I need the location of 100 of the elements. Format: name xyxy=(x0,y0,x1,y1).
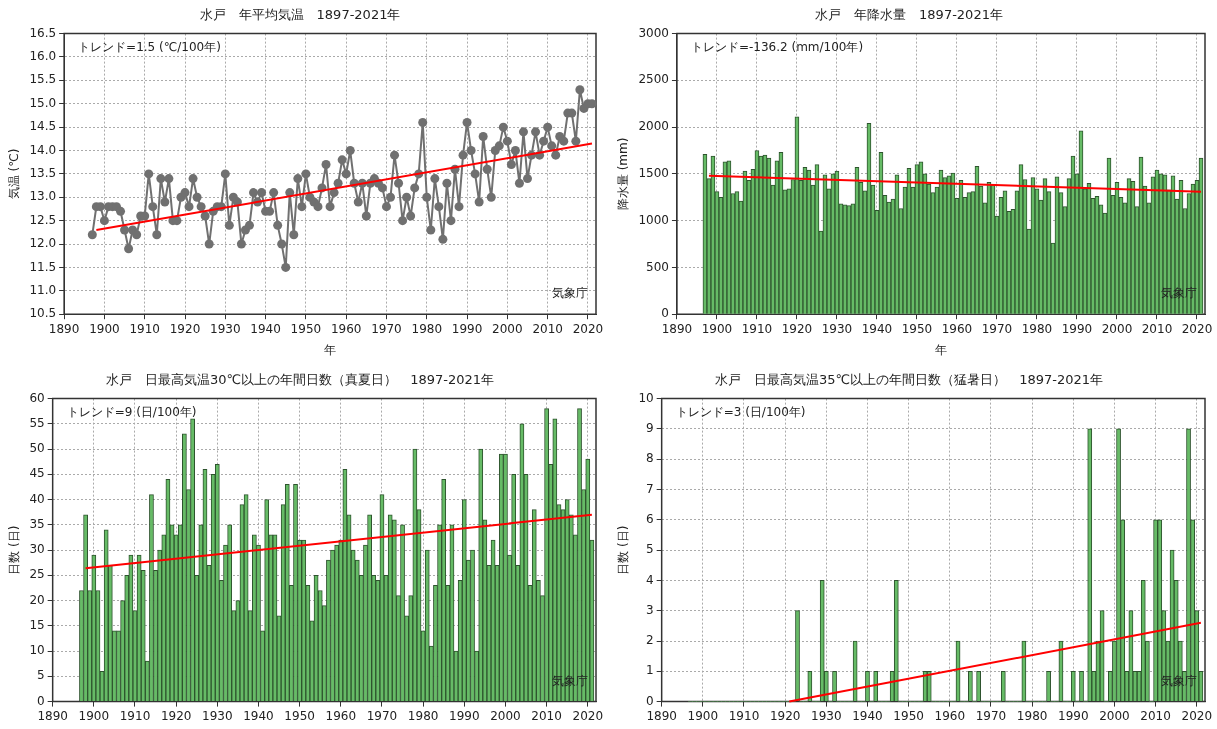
x-axis-title: 年 xyxy=(324,342,337,357)
annotation: 気象庁 xyxy=(1161,286,1197,301)
x-tick-label: 1950 xyxy=(893,708,924,723)
x-tick-label: 1900 xyxy=(89,321,120,336)
x-tick-label: 1980 xyxy=(411,321,443,336)
y-tick-label: 1500 xyxy=(638,166,669,181)
x-tick-label: 1890 xyxy=(37,708,68,723)
y-tick-label: 13.5 xyxy=(29,166,57,181)
y-axis-title: 日数 (日) xyxy=(616,525,631,575)
x-tick-label: 1910 xyxy=(129,321,160,336)
y-axis-title: 日数 (日) xyxy=(7,525,22,575)
x-tick-label: 1990 xyxy=(1058,708,1089,723)
x-tick-label: 2010 xyxy=(531,708,562,723)
x-tick-label: 1960 xyxy=(325,708,357,723)
y-tick-label: 8 xyxy=(646,451,654,466)
x-tick-label: 1930 xyxy=(210,321,241,336)
x-tick-label: 1920 xyxy=(160,708,192,723)
y-tick-label: 11.0 xyxy=(29,282,57,297)
y-tick-label: 12.5 xyxy=(29,212,57,227)
x-tick-label: 1910 xyxy=(741,321,773,336)
y-tick-label: 10 xyxy=(638,390,654,405)
y-tick-label: 0 xyxy=(37,693,45,708)
x-tick-label: 1940 xyxy=(243,708,274,723)
y-tick-label: 4 xyxy=(646,572,654,587)
x-tick-label: 1890 xyxy=(48,321,80,336)
x-tick-label: 1910 xyxy=(728,708,760,723)
x-tick-label: 1980 xyxy=(407,708,439,723)
y-tick-label: 55 xyxy=(29,415,45,430)
x-tick-label: 1950 xyxy=(901,321,933,336)
x-tick-label: 1970 xyxy=(981,321,1013,336)
x-tick-label: 1900 xyxy=(687,708,719,723)
x-tick-label: 1940 xyxy=(852,708,883,723)
y-tick-label: 5 xyxy=(646,542,654,557)
y-tick-label: 16.5 xyxy=(29,25,57,40)
x-tick-label: 1890 xyxy=(646,708,677,723)
y-tick-label: 11.5 xyxy=(29,259,57,274)
x-tick-label: 1940 xyxy=(250,321,281,336)
x-tick-label: 1960 xyxy=(941,321,973,336)
y-tick-label: 0 xyxy=(646,693,654,708)
annotation: トレンド=1.5 (℃/100年) xyxy=(78,39,221,54)
x-tick-label: 1970 xyxy=(366,708,398,723)
chart-title: 水戸 年降水量 1897-2021年 xyxy=(815,7,1003,23)
x-tick-label: 1990 xyxy=(1061,321,1093,336)
x-tick-label: 1970 xyxy=(371,321,402,336)
y-tick-label: 10.5 xyxy=(29,306,57,321)
y-tick-label: 6 xyxy=(646,511,654,526)
y-tick-label: 10 xyxy=(29,643,45,658)
x-tick-label: 1930 xyxy=(811,708,842,723)
chart-title: 水戸 日最高気温30℃以上の年間日数（真夏日） 1897-2021年 xyxy=(105,372,495,388)
x-tick-label: 1970 xyxy=(975,708,1007,723)
annotation: トレンド=3 (日/100年) xyxy=(675,404,806,419)
y-tick-label: 14.5 xyxy=(29,119,57,134)
x-tick-label: 2020 xyxy=(572,708,604,723)
y-tick-label: 2500 xyxy=(638,72,669,87)
y-tick-label: 35 xyxy=(29,516,45,531)
y-axis-title: 気温 (℃) xyxy=(7,148,22,200)
y-tick-label: 12.0 xyxy=(29,236,57,251)
y-tick-label: 5 xyxy=(37,668,45,683)
x-tick-label: 1990 xyxy=(451,321,483,336)
x-tick-label: 2000 xyxy=(490,708,521,723)
y-tick-label: 45 xyxy=(29,466,45,481)
x-tick-label: 1960 xyxy=(934,708,966,723)
y-tick-label: 40 xyxy=(29,491,45,506)
x-tick-label: 1980 xyxy=(1016,708,1048,723)
y-tick-label: 9 xyxy=(646,421,654,436)
y-tick-label: 25 xyxy=(29,567,45,582)
y-tick-label: 3000 xyxy=(638,25,669,40)
x-tick-label: 2020 xyxy=(1181,708,1213,723)
y-tick-label: 7 xyxy=(646,481,654,496)
x-tick-label: 1890 xyxy=(661,321,693,336)
y-tick-label: 0 xyxy=(661,306,669,321)
y-tick-label: 16.0 xyxy=(29,49,57,64)
x-tick-label: 2010 xyxy=(1140,708,1171,723)
y-tick-label: 50 xyxy=(29,441,45,456)
y-tick-label: 15 xyxy=(29,617,45,632)
y-tick-label: 2 xyxy=(646,633,654,648)
y-tick-label: 20 xyxy=(29,592,45,607)
x-tick-label: 1900 xyxy=(78,708,110,723)
x-tick-label: 1960 xyxy=(330,321,362,336)
y-tick-label: 500 xyxy=(646,259,669,274)
x-tick-label: 1980 xyxy=(1021,321,1053,336)
y-tick-label: 15.5 xyxy=(29,72,57,87)
y-tick-label: 1000 xyxy=(638,212,669,227)
x-tick-label: 1950 xyxy=(290,321,322,336)
y-tick-label: 14.0 xyxy=(29,142,57,157)
x-tick-label: 2000 xyxy=(1101,321,1133,336)
x-tick-label: 2010 xyxy=(532,321,563,336)
chart-title: 水戸 年平均気温 1897-2021年 xyxy=(199,7,401,23)
annotation: トレンド=-136.2 (mm/100年) xyxy=(690,39,864,54)
x-tick-label: 1920 xyxy=(769,708,801,723)
x-tick-label: 2020 xyxy=(572,321,604,336)
x-tick-label: 1910 xyxy=(119,708,151,723)
y-tick-label: 2000 xyxy=(638,119,669,134)
y-tick-label: 13.0 xyxy=(29,189,57,204)
y-tick-label: 1 xyxy=(646,663,654,678)
chart-title: 水戸 日最高気温35℃以上の年間日数（猛暑日） 1897-2021年 xyxy=(714,372,1104,388)
y-tick-label: 60 xyxy=(29,390,45,405)
x-tick-label: 1930 xyxy=(202,708,233,723)
x-tick-label: 1930 xyxy=(821,321,853,336)
x-tick-label: 2000 xyxy=(492,321,523,336)
